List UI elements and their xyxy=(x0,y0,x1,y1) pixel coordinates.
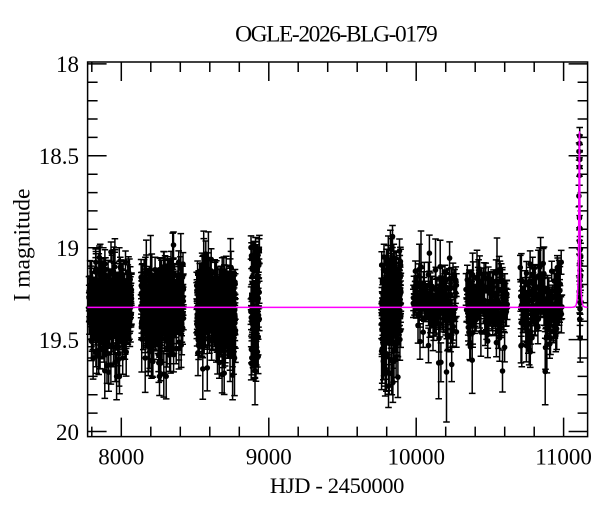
svg-text:HJD - 2450000: HJD - 2450000 xyxy=(270,473,404,498)
svg-text:18: 18 xyxy=(56,52,79,77)
svg-text:11000: 11000 xyxy=(535,444,592,469)
svg-text:20: 20 xyxy=(56,420,79,445)
svg-text:OGLE-2026-BLG-0179: OGLE-2026-BLG-0179 xyxy=(235,22,437,48)
svg-text:8000: 8000 xyxy=(98,444,144,469)
svg-text:10000: 10000 xyxy=(387,444,445,469)
svg-text:I magnitude: I magnitude xyxy=(9,189,35,302)
svg-text:18.5: 18.5 xyxy=(39,144,79,169)
svg-text:19: 19 xyxy=(56,236,79,261)
svg-text:19.5: 19.5 xyxy=(39,328,79,353)
svg-text:9000: 9000 xyxy=(246,444,292,469)
